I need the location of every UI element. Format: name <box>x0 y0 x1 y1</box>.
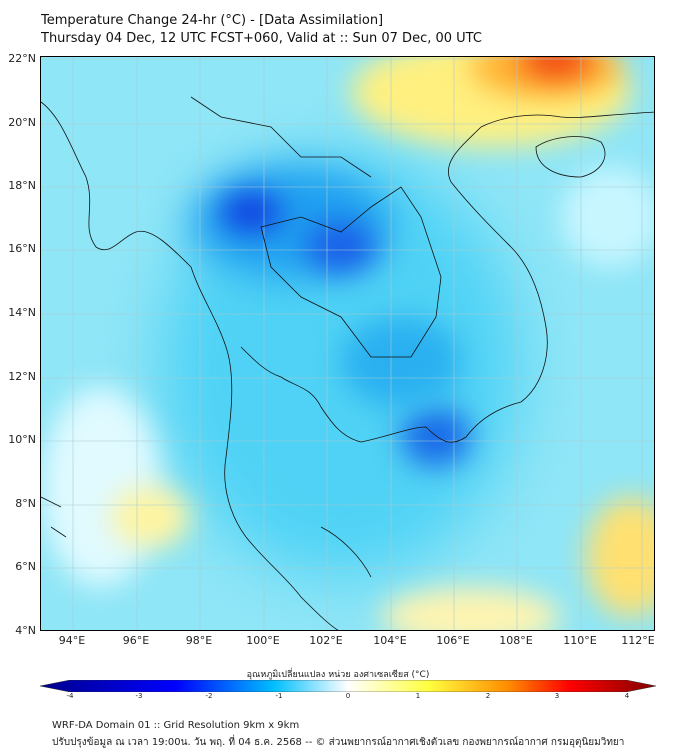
lon-label: 112°E <box>621 634 655 647</box>
lon-label: 98°E <box>185 634 213 647</box>
field-deep-blue-2 <box>306 222 376 272</box>
lat-label: 10°N <box>8 433 36 446</box>
field-yellow-s <box>381 587 561 630</box>
field-white-e <box>561 167 654 267</box>
field-deep-blue-3 <box>401 407 471 467</box>
colorbar-tick: -1 <box>275 692 283 700</box>
lon-label: 108°E <box>499 634 533 647</box>
colorbar-tick: 3 <box>554 692 560 700</box>
colorbar-tick: 0 <box>345 692 351 700</box>
colorbar-tick: 1 <box>415 692 421 700</box>
coastlines-and-grid <box>41 57 654 630</box>
lon-label: 94°E <box>58 634 86 647</box>
lat-label: 18°N <box>8 179 36 192</box>
coastline <box>41 96 654 630</box>
field-deep-blue-1 <box>221 192 281 232</box>
lon-label: 102°E <box>309 634 343 647</box>
lon-label: 100°E <box>246 634 280 647</box>
footer-model-info: WRF-DA Domain 01 :: Grid Resolution 9km … <box>52 720 300 731</box>
lon-label: 106°E <box>436 634 470 647</box>
lat-label: 20°N <box>8 116 36 129</box>
colorbar-tick: 2 <box>485 692 491 700</box>
lat-label: 16°N <box>8 242 36 255</box>
colorbar-tick: -3 <box>135 692 143 700</box>
graticule <box>41 57 654 630</box>
footer-credit: ปรับปรุงข้อมูล ณ เวลา 19:00น. วัน พฤ. ที… <box>52 737 625 748</box>
colorbar-label: อุณหภูมิเปลี่ยนแปลง หน่วย องศาเซลเซียส (… <box>246 670 430 680</box>
temperature-change-map <box>40 56 655 631</box>
colorbar-tick: -4 <box>66 692 74 700</box>
lon-label: 110°E <box>563 634 597 647</box>
lat-label: 6°N <box>15 560 36 573</box>
colorbar <box>40 680 656 692</box>
field-blue-4 <box>341 317 461 407</box>
map-title: Temperature Change 24-hr (°C) - [Data As… <box>41 13 384 28</box>
colorbar-gradient <box>40 680 656 692</box>
field-red-north <box>521 57 591 77</box>
colorbar-tick: 4 <box>624 692 630 700</box>
lat-label: 12°N <box>8 370 36 383</box>
lon-label: 104°E <box>373 634 407 647</box>
field-yellow-se <box>586 497 654 617</box>
lat-label: 4°N <box>15 624 36 637</box>
field-yellow-sw <box>111 487 191 547</box>
lon-label: 96°E <box>122 634 150 647</box>
colorbar-tick: -2 <box>205 692 213 700</box>
lat-label: 14°N <box>8 306 36 319</box>
lat-label: 22°N <box>8 52 36 65</box>
lat-label: 8°N <box>15 497 36 510</box>
map-subtitle: Thursday 04 Dec, 12 UTC FCST+060, Valid … <box>41 31 482 46</box>
